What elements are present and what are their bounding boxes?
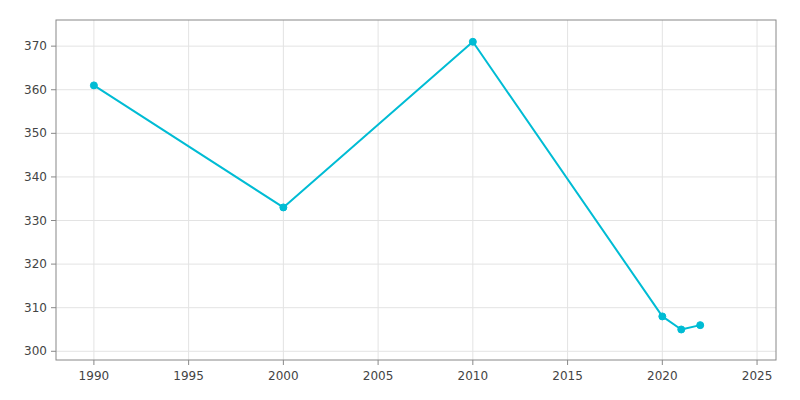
- x-tick: [378, 360, 379, 365]
- x-grid-line: [378, 20, 379, 360]
- y-grid-line: [56, 264, 776, 265]
- chart-svg: 1990 1995 2000 2005 2010 2015 2020 2025 300 310 32…: [0, 0, 800, 400]
- y-tick-label: 360: [24, 83, 47, 97]
- x-tick: [472, 360, 473, 365]
- y-grid-line: [56, 133, 776, 134]
- y-tick: [51, 176, 56, 177]
- y-tick-label: 350: [24, 126, 47, 140]
- y-tick: [51, 264, 56, 265]
- y-grid-line: [56, 220, 776, 221]
- x-grid-line: [662, 20, 663, 360]
- y-tick-label: 370: [24, 39, 47, 53]
- x-grid-line: [188, 20, 189, 360]
- y-grid-line: [56, 307, 776, 308]
- x-tick: [93, 360, 94, 365]
- tick-labels: 1990 1995 2000 2005 2010 2015 2020 2025 300 310 32…: [24, 39, 772, 383]
- y-tick: [51, 89, 56, 90]
- series-point: [90, 82, 97, 89]
- x-grid-line: [93, 20, 94, 360]
- x-tick: [188, 360, 189, 365]
- x-tick-label: 2025: [742, 369, 773, 383]
- plot-frame: [56, 20, 776, 360]
- chart-container: 1990 1995 2000 2005 2010 2015 2020 2025 300 310 32…: [0, 0, 800, 400]
- x-tick: [662, 360, 663, 365]
- x-tick-label: 2005: [363, 369, 394, 383]
- y-grid-line: [56, 176, 776, 177]
- x-grid-line: [283, 20, 284, 360]
- x-tick: [757, 360, 758, 365]
- y-tick: [51, 133, 56, 134]
- y-tick-label: 330: [24, 214, 47, 228]
- x-tick-label: 2000: [268, 369, 299, 383]
- series-line: [94, 42, 700, 330]
- x-tick-label: 1990: [79, 369, 110, 383]
- x-grid-line: [757, 20, 758, 360]
- series: [90, 38, 703, 333]
- series-point: [280, 204, 287, 211]
- y-grid-line: [56, 89, 776, 90]
- y-tick: [51, 220, 56, 221]
- plot-background: [56, 20, 776, 360]
- series-point: [678, 326, 685, 333]
- y-tick: [51, 351, 56, 352]
- x-tick-label: 2010: [458, 369, 489, 383]
- series-point: [659, 313, 666, 320]
- y-tick-label: 320: [24, 257, 47, 271]
- x-tick-label: 2020: [647, 369, 678, 383]
- x-grid-line: [567, 20, 568, 360]
- series-point: [697, 322, 704, 329]
- x-tick-label: 2015: [552, 369, 583, 383]
- y-tick: [51, 46, 56, 47]
- x-tick: [283, 360, 284, 365]
- y-grid-line: [56, 351, 776, 352]
- x-tick: [567, 360, 568, 365]
- page: {"chart_data": {"type": "line", "x": [19…: [0, 0, 800, 400]
- grid: [56, 20, 776, 360]
- y-grid-line: [56, 46, 776, 47]
- y-tick: [51, 307, 56, 308]
- x-tick-label: 1995: [173, 369, 204, 383]
- y-tick-label: 300: [24, 344, 47, 358]
- series-point: [469, 38, 476, 45]
- y-tick-label: 340: [24, 170, 47, 184]
- y-tick-label: 310: [24, 301, 47, 315]
- x-grid-line: [472, 20, 473, 360]
